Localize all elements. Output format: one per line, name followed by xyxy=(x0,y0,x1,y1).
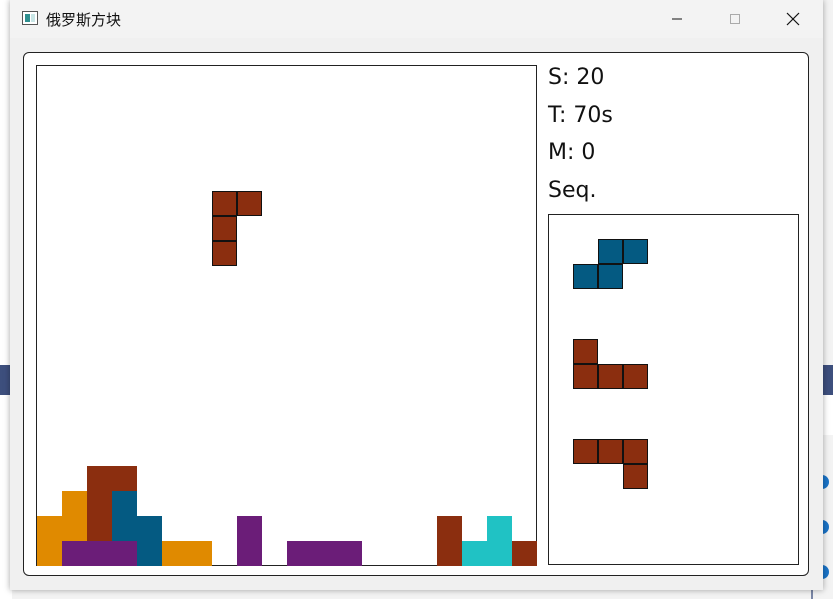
locked-block xyxy=(437,516,462,541)
next-piece-block xyxy=(598,239,623,264)
locked-block xyxy=(437,541,462,566)
title-bar[interactable]: 俄罗斯方块 xyxy=(10,0,823,38)
next-piece-block xyxy=(573,264,598,289)
next-pieces-preview xyxy=(548,214,799,565)
locked-block xyxy=(62,516,87,541)
maximize-icon xyxy=(730,14,740,24)
locked-block xyxy=(487,516,512,541)
next-piece-block xyxy=(598,264,623,289)
locked-block xyxy=(337,541,362,566)
falling-piece-block xyxy=(237,191,262,216)
locked-block xyxy=(87,516,112,541)
window-title: 俄罗斯方块 xyxy=(46,11,122,29)
locked-block xyxy=(512,541,537,566)
minimize-button[interactable] xyxy=(648,0,706,38)
close-button[interactable] xyxy=(764,0,822,38)
next-piece-block xyxy=(598,364,623,389)
game-window: 俄罗斯方块 S: 20 T: 70s M: 0 Seq. xyxy=(10,0,823,590)
locked-block xyxy=(487,541,512,566)
locked-block xyxy=(62,541,87,566)
locked-block xyxy=(87,466,112,491)
locked-block xyxy=(37,541,62,566)
game-board[interactable] xyxy=(36,65,537,566)
next-piece-block xyxy=(573,439,598,464)
locked-block xyxy=(112,466,137,491)
locked-block xyxy=(87,541,112,566)
locked-block xyxy=(462,541,487,566)
locked-block xyxy=(112,491,137,516)
sequence-label: Seq. xyxy=(548,178,597,203)
locked-block xyxy=(237,541,262,566)
minimize-icon xyxy=(672,18,682,20)
next-piece-block xyxy=(573,339,598,364)
locked-block xyxy=(37,516,62,541)
locked-block xyxy=(62,491,87,516)
locked-block xyxy=(162,541,187,566)
locked-block xyxy=(287,541,312,566)
score-label: S: 20 xyxy=(548,65,605,90)
locked-block xyxy=(312,541,337,566)
moves-label: M: 0 xyxy=(548,140,596,165)
falling-piece-block xyxy=(212,191,237,216)
app-icon xyxy=(22,11,38,25)
background-window-edge-left xyxy=(0,0,12,599)
locked-block xyxy=(237,516,262,541)
close-icon xyxy=(786,12,800,26)
next-piece-block xyxy=(623,439,648,464)
next-piece-block xyxy=(598,439,623,464)
falling-piece-block xyxy=(212,216,237,241)
next-piece-block xyxy=(623,464,648,489)
game-panel: S: 20 T: 70s M: 0 Seq. xyxy=(23,52,809,576)
next-piece-block xyxy=(623,364,648,389)
falling-piece-block xyxy=(212,241,237,266)
locked-block xyxy=(112,541,137,566)
locked-block xyxy=(137,541,162,566)
maximize-button[interactable] xyxy=(706,0,764,38)
time-label: T: 70s xyxy=(548,103,613,128)
locked-block xyxy=(137,516,162,541)
locked-block xyxy=(112,516,137,541)
next-piece-block xyxy=(573,364,598,389)
locked-block xyxy=(187,541,212,566)
next-piece-block xyxy=(623,239,648,264)
locked-block xyxy=(87,491,112,516)
